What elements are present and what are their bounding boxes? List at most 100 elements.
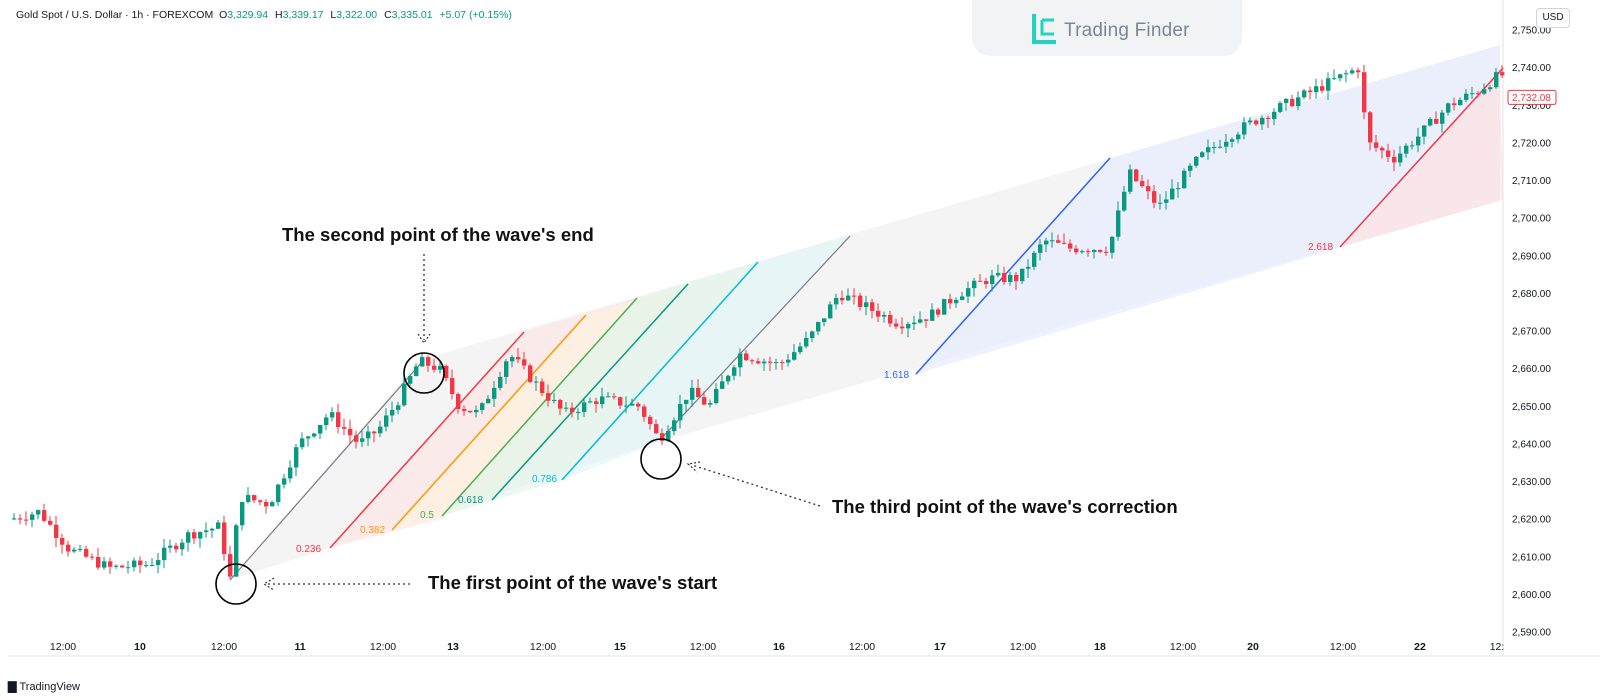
candle — [960, 291, 965, 301]
candle — [1164, 191, 1169, 210]
candle-body — [864, 302, 869, 307]
candle — [1038, 239, 1043, 261]
candle — [600, 387, 605, 409]
symbol-title[interactable]: Gold Spot / U.S. Dollar · 1h · FOREXCOM — [16, 9, 214, 21]
candle — [18, 514, 23, 525]
y-tick-label: 2,630.00 — [1512, 477, 1551, 488]
candle-body — [810, 331, 815, 338]
candle-body — [396, 405, 401, 410]
y-tick-label: 2,670.00 — [1512, 327, 1551, 338]
x-tick-label: 15 — [614, 641, 626, 653]
candle-body — [978, 280, 983, 282]
candle — [162, 538, 167, 569]
candle-body — [1422, 125, 1427, 137]
candle — [426, 355, 431, 372]
candle — [1074, 245, 1079, 255]
candle — [750, 358, 755, 365]
candle-body — [618, 397, 623, 406]
candle-body — [144, 565, 149, 567]
candle-body — [1458, 99, 1463, 106]
candle-body — [966, 288, 971, 297]
candle-body — [660, 433, 665, 441]
candle — [972, 277, 977, 297]
candle — [444, 364, 449, 382]
candle — [1086, 248, 1091, 257]
candle-body — [996, 273, 1001, 276]
candle-body — [1122, 191, 1127, 211]
candle-body — [180, 542, 185, 550]
tradingview-logo[interactable]: ▇ TradingView — [8, 680, 80, 693]
candle — [1284, 98, 1289, 111]
candle-body — [294, 447, 299, 468]
candle-body — [450, 378, 455, 395]
candle-body — [462, 409, 467, 411]
candle — [570, 402, 575, 418]
candle-body — [264, 501, 269, 507]
candle — [1098, 249, 1103, 254]
candle-body — [1302, 90, 1307, 98]
candle — [642, 404, 647, 422]
trading-finder-logo-icon — [1032, 14, 1056, 44]
candle-body — [90, 556, 95, 558]
candle — [1362, 64, 1367, 120]
candle — [204, 522, 209, 538]
y-tick-label: 2,680.00 — [1512, 289, 1551, 300]
candle-body — [612, 396, 617, 398]
candle — [1428, 117, 1433, 127]
candle-body — [870, 302, 875, 311]
candle-body — [372, 431, 377, 434]
current-price-label: 2,732.08 — [1512, 93, 1551, 104]
candle — [438, 360, 443, 374]
candle — [120, 564, 125, 568]
candle-body — [1320, 86, 1325, 91]
candle — [1134, 168, 1139, 183]
candle — [1050, 232, 1055, 248]
low-label: L — [330, 9, 337, 21]
candle — [1278, 100, 1283, 114]
candle — [1212, 141, 1217, 154]
y-tick-label: 2,690.00 — [1512, 251, 1551, 262]
candle — [768, 356, 773, 372]
candle — [624, 396, 629, 414]
candle — [192, 528, 197, 544]
candle-body — [300, 438, 305, 448]
candle — [1008, 271, 1013, 286]
candle — [834, 293, 839, 310]
candle-body — [1080, 251, 1085, 253]
candle — [78, 544, 83, 552]
candle — [876, 303, 881, 323]
candle-body — [750, 360, 755, 362]
candle — [906, 321, 911, 338]
candle — [1272, 108, 1277, 126]
x-tick-label: 12:00 — [690, 641, 716, 653]
y-tick-label: 2,700.00 — [1512, 214, 1551, 225]
candle-body — [210, 528, 215, 531]
candle — [108, 557, 113, 574]
candle — [90, 553, 95, 561]
candle — [126, 560, 131, 574]
candle — [1368, 111, 1373, 151]
candle — [510, 354, 515, 368]
candle — [762, 358, 767, 371]
candle-body — [1386, 150, 1391, 157]
candle — [396, 401, 401, 415]
candle-body — [684, 399, 689, 404]
candle-body — [534, 381, 539, 383]
candle-body — [924, 319, 929, 321]
candle-body — [828, 304, 833, 319]
candle — [930, 303, 935, 321]
candle — [576, 408, 581, 420]
currency-button[interactable]: USD — [1536, 8, 1570, 28]
candle-body — [1020, 268, 1025, 282]
candle — [870, 298, 875, 319]
candle-body — [330, 412, 335, 418]
candle — [522, 351, 527, 370]
candle — [72, 546, 77, 554]
candle-body — [1428, 118, 1433, 126]
candle — [702, 391, 707, 406]
candle — [1392, 149, 1397, 172]
candle — [948, 293, 953, 309]
open-value: 3,329.94 — [227, 9, 269, 21]
y-tick-label: 2,730.00 — [1512, 101, 1551, 112]
